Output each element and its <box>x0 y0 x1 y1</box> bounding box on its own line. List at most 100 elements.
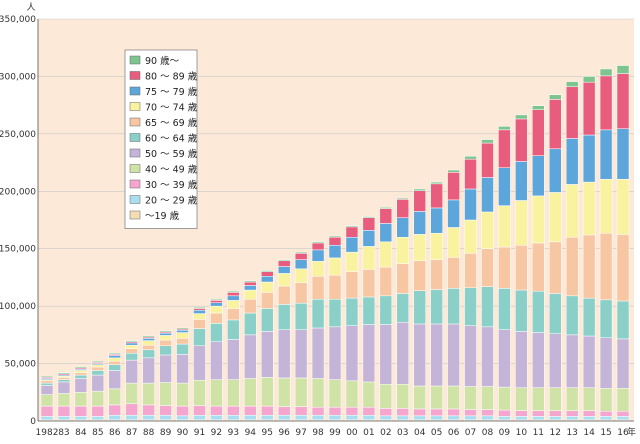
bar-segment <box>244 334 257 379</box>
bar-segment <box>498 205 511 248</box>
bar-segment <box>548 241 562 294</box>
bar-segment <box>294 303 308 330</box>
bar-segment <box>345 406 359 416</box>
bar-segment <box>413 190 426 212</box>
bar-segment <box>599 299 613 338</box>
legend-swatch <box>129 55 141 65</box>
bar-segment <box>481 177 494 213</box>
bar-segment <box>515 416 528 421</box>
bar-segment <box>616 410 630 417</box>
bar-segment <box>57 377 71 380</box>
x-tick-label: 11 <box>533 428 544 438</box>
bar-segment <box>40 416 54 421</box>
bar-stack-90 <box>176 327 189 422</box>
bar-segment <box>294 377 308 407</box>
bar-segment <box>447 172 460 201</box>
bar-segment <box>260 292 274 309</box>
bar-segment <box>142 349 155 359</box>
bar-segment <box>311 242 325 251</box>
bar-segment <box>582 181 596 236</box>
bar-stack-98 <box>311 241 325 422</box>
bar-stack-87 <box>125 340 138 422</box>
bar-segment <box>311 299 325 329</box>
bar-segment <box>430 289 443 325</box>
bar-segment <box>57 393 71 407</box>
legend-label: 80 ～ 89 歳 <box>145 71 198 83</box>
legend-label: 60 ～ 64 歳 <box>145 133 198 145</box>
x-tick-label: 09 <box>499 428 511 438</box>
bar-segment <box>430 183 443 209</box>
bar-segment <box>40 380 54 384</box>
x-tick-label: 85 <box>92 428 103 438</box>
bar-segment <box>548 192 562 243</box>
bar-segment <box>396 383 410 409</box>
bar-segment <box>481 211 494 249</box>
bar-stack-16 <box>616 65 630 422</box>
bar-segment <box>159 345 172 356</box>
bar-segment <box>57 381 71 394</box>
y-tick-label: 50,000 <box>5 360 37 370</box>
x-tick-label: 10 <box>516 428 528 438</box>
bar-segment <box>565 334 579 388</box>
x-tick-label: 01 <box>363 428 374 438</box>
bar-stack-85 <box>91 361 105 422</box>
bar-segment <box>91 390 105 407</box>
bar-segment <box>498 409 511 417</box>
bar-segment <box>498 167 511 206</box>
bar-segment <box>277 259 291 262</box>
bar-segment <box>328 274 342 300</box>
x-tick-label: 93 <box>228 428 239 438</box>
bar-segment <box>396 408 410 417</box>
bar-segment <box>582 335 596 388</box>
bar-segment <box>244 280 257 283</box>
bar-segment <box>413 408 426 417</box>
bar-segment <box>379 415 393 421</box>
x-tick-label: 92 <box>211 428 222 438</box>
bar-segment <box>498 416 511 421</box>
bar-stack-1982 <box>40 375 54 422</box>
x-tick-label: 91 <box>194 428 205 438</box>
bar-segment <box>498 126 511 131</box>
bar-segment <box>311 327 325 379</box>
bar-segment <box>193 313 206 320</box>
x-tick-label: 99 <box>329 428 341 438</box>
bar-segment <box>108 388 122 406</box>
bar-segment <box>379 408 393 417</box>
bar-segment <box>430 207 443 234</box>
bar-segment <box>40 382 54 386</box>
bar-segment <box>210 405 223 416</box>
bar-segment <box>260 271 274 277</box>
bar-segment <box>481 248 494 287</box>
bar-segment <box>125 344 138 349</box>
bar-segment <box>277 406 291 416</box>
bar-segment <box>125 348 138 354</box>
bar-segment <box>159 415 172 421</box>
bar-segment <box>515 200 528 246</box>
bar-segment <box>345 415 359 421</box>
bar-segment <box>277 415 291 421</box>
bar-segment <box>616 300 630 340</box>
bar-segment <box>515 114 528 120</box>
bar-segment <box>244 285 257 291</box>
bars <box>40 65 630 422</box>
bar-stack-10 <box>515 114 528 422</box>
legend: 90 歳～ 80 ～ 89 歳 75 ～ 79 歳 70 ～ 74 歳 65 ～ 69 … <box>124 49 198 229</box>
bar-segment <box>515 118 528 162</box>
bar-segment <box>91 361 105 363</box>
legend-swatch <box>129 133 141 142</box>
bar-segment <box>328 406 342 416</box>
bar-segment <box>193 405 206 416</box>
bar-segment <box>311 261 325 277</box>
bar-stack-06 <box>447 169 460 422</box>
bar-stack-97 <box>294 251 308 422</box>
bar-segment <box>277 329 291 379</box>
bar-segment <box>582 76 596 83</box>
bar-segment <box>328 326 342 380</box>
bar-segment <box>210 341 223 380</box>
bar-segment <box>74 405 88 417</box>
legend-swatch <box>129 86 141 96</box>
bar-segment <box>396 199 410 218</box>
bar-segment <box>565 387 579 411</box>
bar-segment <box>481 386 494 410</box>
